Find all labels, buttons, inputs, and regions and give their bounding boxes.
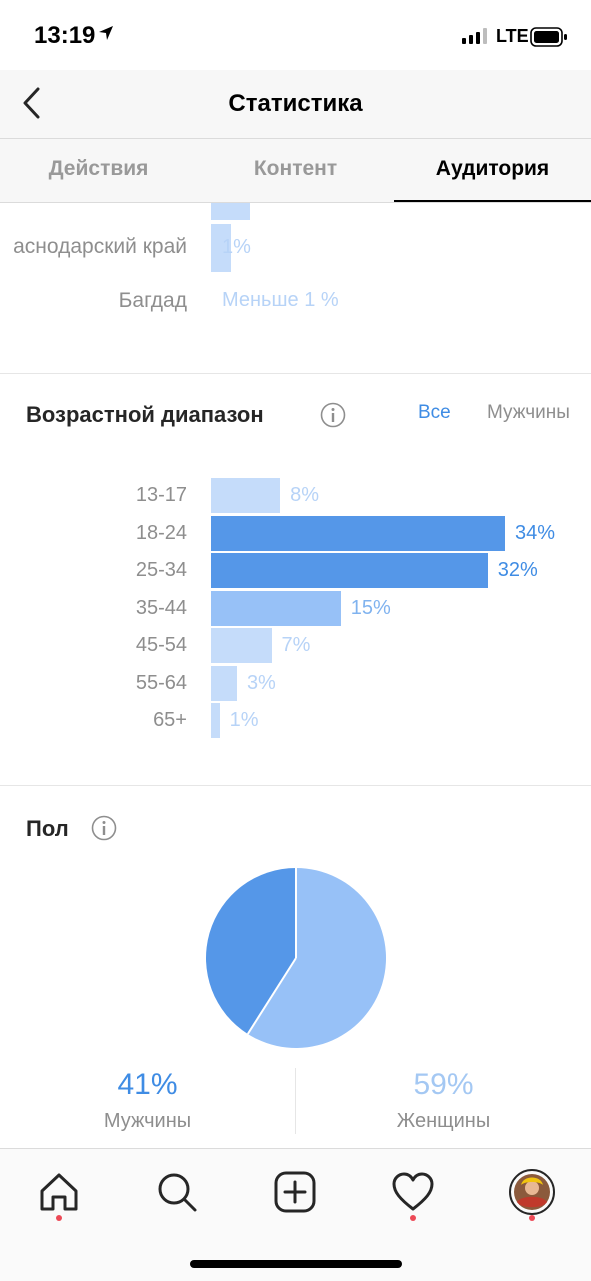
age-category-label: 35-44 <box>135 596 187 619</box>
tab-content[interactable]: Контент <box>253 157 338 180</box>
age-bar <box>211 628 272 663</box>
age-percent-label: 34% <box>515 521 556 544</box>
info-icon[interactable] <box>91 815 117 841</box>
location-arrow-icon <box>99 26 113 40</box>
home-indicator <box>190 1260 402 1268</box>
bottom-navigation <box>0 1148 591 1281</box>
battery-icon <box>530 27 567 47</box>
men-percent: 41% <box>117 1068 178 1101</box>
filter-men-button[interactable]: Мужчины <box>487 402 570 423</box>
gender-pie-chart <box>206 867 386 1048</box>
age-category-label: 13-17 <box>135 484 187 506</box>
age-bar <box>211 703 220 738</box>
age-percent-label: 15% <box>350 596 391 619</box>
activity-notification-dot <box>410 1215 416 1221</box>
add-post-icon[interactable] <box>272 1169 318 1215</box>
age-category-label: 65+ <box>153 709 187 731</box>
filter-all-button[interactable]: Все <box>418 402 451 423</box>
location-bar <box>211 224 231 272</box>
home-notification-dot <box>56 1215 62 1221</box>
profile-avatar-icon[interactable] <box>509 1169 555 1215</box>
age-percent-label: 32% <box>497 559 538 581</box>
age-range-title: Возрастной диапазон <box>26 402 264 427</box>
age-percent-label: 3% <box>246 671 276 694</box>
age-category-label: 55-64 <box>135 671 187 694</box>
section-divider <box>0 785 591 786</box>
age-bar <box>211 478 281 513</box>
profile-notification-dot <box>529 1215 535 1221</box>
gender-separator <box>295 1068 296 1134</box>
age-bar-row: 55-64 3% <box>0 665 591 702</box>
age-percent-label: 7% <box>281 634 311 656</box>
age-percent-label: 8% <box>290 484 320 506</box>
tab-audience[interactable]: Аудитория <box>394 139 591 202</box>
network-type: LTE <box>496 26 529 46</box>
search-icon[interactable] <box>154 1169 200 1215</box>
gender-title: Пол <box>26 816 69 841</box>
locations-list: аснодарский край 1% Багдад Меньше 1 % <box>0 203 591 374</box>
location-label: Багдад <box>118 289 187 312</box>
age-bar <box>211 590 341 626</box>
home-icon[interactable] <box>36 1169 82 1215</box>
age-bar-row: 13-17 8% <box>0 478 591 514</box>
page-title: Статистика <box>228 90 363 117</box>
age-bar <box>211 665 237 701</box>
age-category-label: 18-24 <box>135 521 187 544</box>
status-bar: 13:19 LTE <box>0 0 591 70</box>
age-bar <box>211 553 488 588</box>
women-percent: 59% <box>413 1068 474 1101</box>
age-bar-row: 25-34 32% <box>0 553 591 589</box>
signal-bars-icon <box>462 28 487 44</box>
heart-icon[interactable] <box>390 1169 436 1215</box>
age-category-label: 45-54 <box>135 634 187 656</box>
location-label: аснодарский край <box>13 235 187 258</box>
status-time: 13:19 <box>34 22 96 49</box>
back-chevron-icon[interactable] <box>18 86 48 120</box>
info-icon[interactable] <box>320 402 346 428</box>
location-percent: Меньше 1 % <box>222 289 339 311</box>
tab-actions[interactable]: Действия <box>48 157 149 180</box>
tab-bar: Действия Контент Аудитория <box>0 139 591 203</box>
men-label: Мужчины <box>103 1110 192 1132</box>
age-bar-row: 18-24 34% <box>0 515 591 552</box>
age-category-label: 25-34 <box>135 559 187 581</box>
age-bar-row: 35-44 15% <box>0 590 591 627</box>
location-bar <box>211 203 250 220</box>
gender-women-stat: 59% Женщины <box>296 1068 591 1133</box>
navigation-header: Статистика <box>0 70 591 139</box>
pie-separator <box>246 957 297 1035</box>
age-bar <box>211 515 505 551</box>
age-bar-row: 45-54 7% <box>0 628 591 664</box>
age-percent-label: 1% <box>229 709 259 731</box>
pie-slice-women <box>247 868 386 1048</box>
age-bar-row: 65+ 1% <box>0 703 591 739</box>
location-percent: 1% <box>222 236 251 258</box>
gender-men-stat: 41% Мужчины <box>0 1068 295 1133</box>
women-label: Женщины <box>396 1110 491 1132</box>
